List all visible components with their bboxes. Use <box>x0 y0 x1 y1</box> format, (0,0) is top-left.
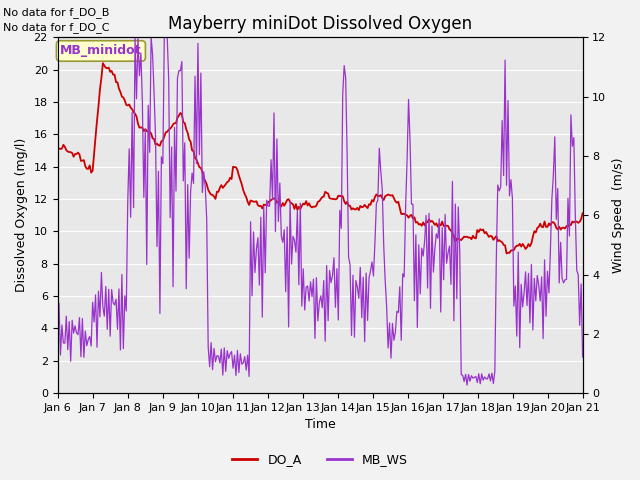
Title: Mayberry miniDot Dissolved Oxygen: Mayberry miniDot Dissolved Oxygen <box>168 15 472 33</box>
Y-axis label: Dissolved Oxygen (mg/l): Dissolved Oxygen (mg/l) <box>15 138 28 292</box>
Text: MB_minidot: MB_minidot <box>60 45 141 58</box>
Text: No data for f_DO_B: No data for f_DO_B <box>3 7 109 18</box>
Text: No data for f_DO_C: No data for f_DO_C <box>3 22 109 33</box>
Legend: DO_A, MB_WS: DO_A, MB_WS <box>227 448 413 471</box>
Y-axis label: Wind Speed  (m/s): Wind Speed (m/s) <box>612 157 625 273</box>
X-axis label: Time: Time <box>305 419 335 432</box>
